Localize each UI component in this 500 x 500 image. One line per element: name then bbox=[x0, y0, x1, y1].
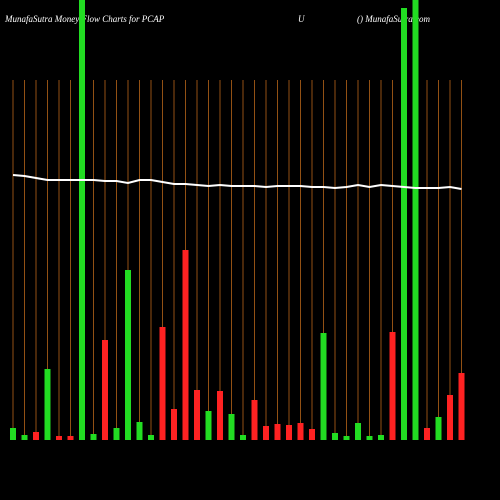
bar bbox=[217, 391, 223, 440]
bar bbox=[194, 390, 200, 440]
bar bbox=[240, 435, 246, 440]
bar bbox=[205, 411, 212, 440]
bar bbox=[332, 433, 338, 440]
bar bbox=[113, 428, 120, 440]
bar bbox=[148, 435, 154, 440]
bar bbox=[102, 340, 108, 440]
bar bbox=[56, 436, 62, 440]
bar bbox=[79, 0, 85, 440]
bar bbox=[263, 426, 269, 440]
bar bbox=[90, 434, 97, 440]
bar bbox=[424, 428, 430, 440]
bar bbox=[366, 436, 373, 440]
bar bbox=[228, 414, 235, 440]
chart-subtitle: U bbox=[298, 14, 305, 24]
bar bbox=[320, 333, 327, 440]
bar bbox=[343, 436, 350, 440]
bar bbox=[33, 432, 39, 440]
bar bbox=[297, 423, 304, 440]
bar bbox=[458, 373, 465, 440]
source: () MunafaSutra.com bbox=[357, 14, 430, 24]
bar bbox=[412, 0, 419, 440]
bar bbox=[286, 425, 292, 440]
bar bbox=[389, 332, 396, 440]
bar bbox=[171, 409, 177, 440]
bar bbox=[401, 8, 407, 440]
bar bbox=[21, 435, 28, 440]
money-flow-line bbox=[12, 174, 462, 190]
bar bbox=[125, 270, 131, 440]
bar bbox=[274, 424, 281, 440]
bar bbox=[251, 400, 258, 440]
bar bbox=[159, 327, 166, 440]
bar bbox=[136, 422, 143, 440]
bar bbox=[67, 436, 74, 440]
bar bbox=[447, 395, 453, 440]
bar bbox=[182, 250, 189, 440]
bar bbox=[355, 423, 361, 440]
bar bbox=[435, 417, 442, 440]
bar bbox=[44, 369, 51, 440]
bar bbox=[10, 428, 16, 440]
bar bbox=[378, 435, 384, 440]
bar bbox=[309, 429, 315, 440]
